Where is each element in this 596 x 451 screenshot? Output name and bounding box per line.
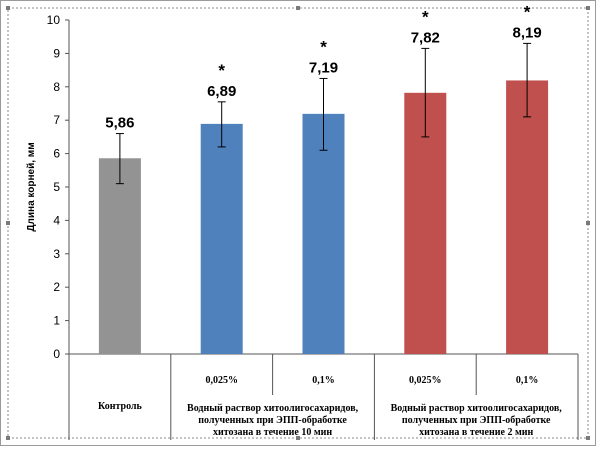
handle-top-right[interactable] — [586, 6, 590, 10]
group-label-line: Водный раствор хитоолигосахаридов, — [391, 403, 563, 414]
y-tick-label: 5 — [53, 180, 60, 194]
y-tick-label: 3 — [53, 247, 60, 261]
category-labels: 0,025% 0,1% 0,025% 0,1% Контроль Водный раств… — [98, 375, 562, 438]
handle-bottom-middle[interactable] — [296, 436, 300, 440]
handle-top-left[interactable] — [6, 6, 10, 10]
sub-category-label: 0,1% — [312, 375, 335, 386]
y-axis-title: Длина корней, мм — [26, 142, 37, 231]
value-label: 7,19 — [309, 59, 338, 76]
axes: 0 1 2 3 4 5 6 7 8 9 10 — [47, 13, 579, 440]
bar — [200, 123, 243, 355]
significance-markers: * * * * — [218, 2, 530, 79]
group-label-line: хитозана в течение 2 мин — [419, 427, 533, 438]
handle-bottom-right[interactable] — [586, 436, 590, 440]
group-label-line: полученных при ЭПП-обработке — [198, 415, 347, 426]
y-tick-label: 1 — [53, 314, 60, 328]
handle-bottom-left[interactable] — [6, 436, 10, 440]
value-label: 6,89 — [207, 83, 236, 100]
y-tick-label: 7 — [53, 113, 60, 127]
bar — [98, 158, 141, 354]
group-label-line: хитозана в течение 10 мин — [213, 427, 332, 438]
y-tick-label: 2 — [53, 280, 60, 294]
handle-top-middle[interactable] — [296, 6, 300, 10]
bar — [302, 113, 345, 354]
y-tick-label: 6 — [53, 147, 60, 161]
group-label-line: Водный раствор хитоолигосахаридов, — [187, 403, 359, 414]
y-tick-label: 0 — [53, 347, 60, 361]
handle-middle-left[interactable] — [6, 221, 10, 225]
sub-category-label: 0,1% — [516, 375, 539, 386]
y-tick-label: 4 — [53, 213, 60, 227]
error-bars — [115, 42, 532, 185]
value-label: 5,86 — [105, 115, 134, 132]
significance-star: * — [320, 37, 327, 56]
y-tick-label: 10 — [47, 13, 61, 27]
y-tick-label: 8 — [53, 80, 60, 94]
bar — [506, 80, 549, 354]
sub-category-label: 0,025% — [409, 375, 442, 386]
group-label-line: Контроль — [98, 401, 143, 412]
value-labels: 5,86 6,89 7,19 7,82 8,19 — [105, 24, 541, 131]
significance-star: * — [524, 2, 531, 21]
value-label: 7,82 — [411, 29, 440, 46]
significance-star: * — [218, 61, 225, 80]
bars — [98, 80, 549, 355]
selection-handles[interactable] — [6, 6, 590, 440]
sub-category-label: 0,025% — [205, 375, 238, 386]
y-tick-label: 9 — [53, 46, 60, 60]
handle-middle-right[interactable] — [586, 221, 590, 225]
significance-star: * — [422, 7, 429, 26]
group-label-line: полученных при ЭПП-обработке — [402, 415, 551, 426]
value-label: 8,19 — [512, 24, 541, 41]
